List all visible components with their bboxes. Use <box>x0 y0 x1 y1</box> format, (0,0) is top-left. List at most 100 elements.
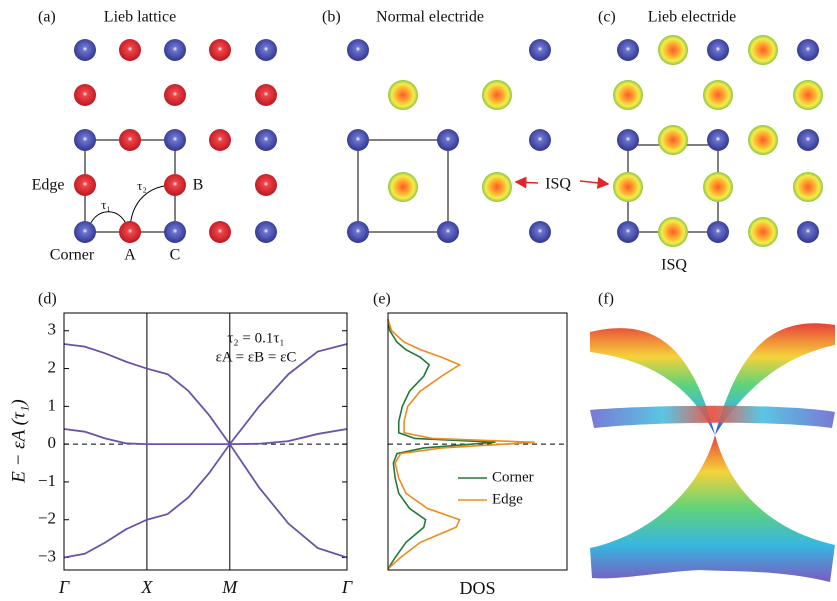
panel-title: Lieb lattice <box>104 9 176 26</box>
panel-title: Lieb electride <box>648 9 736 26</box>
corner-atom <box>529 221 551 243</box>
panel-title: Normal electride <box>376 9 484 26</box>
corner-atom <box>707 129 729 151</box>
band-line <box>64 429 347 444</box>
arrow <box>580 181 608 184</box>
edge-atom <box>164 84 186 106</box>
panel-b: (b) Normal electride ISQ <box>322 9 608 243</box>
isq-blob <box>793 172 823 202</box>
edge-atom <box>255 174 277 196</box>
annotation: εA = εB = εC <box>216 349 297 365</box>
legend-label: Corner <box>492 469 534 485</box>
panel-label: (e) <box>373 291 391 308</box>
panel-f: (f) <box>590 291 835 582</box>
corner-atom <box>617 39 639 61</box>
isq-label: ISQ <box>545 176 571 193</box>
panel-label: (a) <box>38 9 56 26</box>
isq-blob <box>388 172 418 202</box>
corner-atom <box>707 39 729 61</box>
unit-cell <box>85 140 175 232</box>
x-axis-label: DOS <box>459 578 495 598</box>
panel-label: (f) <box>598 291 614 308</box>
isq-blob <box>658 35 688 65</box>
edge-atom <box>119 221 141 243</box>
isq-blob <box>613 172 643 202</box>
corner-atom <box>797 39 819 61</box>
band-line <box>64 344 347 444</box>
site-label: B <box>193 177 204 194</box>
legend-label: Edge <box>492 491 523 507</box>
isq-label: ISQ <box>661 257 687 274</box>
isq-blob <box>388 80 418 110</box>
corner-atom <box>255 39 277 61</box>
corner-atom <box>347 221 369 243</box>
plot-frame <box>64 313 347 570</box>
corner-atom <box>347 129 369 151</box>
y-tick-label: −2 <box>38 509 56 528</box>
isq-blob <box>748 35 778 65</box>
isq-blob <box>658 217 688 247</box>
corner-atom <box>164 39 186 61</box>
corner-atom <box>707 221 729 243</box>
panel-e: (e) DOS Corner Edge <box>373 291 567 598</box>
isq-blob <box>703 172 733 202</box>
x-tick-label: X <box>140 577 153 597</box>
edge-atom <box>74 84 96 106</box>
x-tick-label: M <box>221 577 238 597</box>
site-label: A <box>124 247 136 264</box>
site-label: Edge <box>32 177 65 194</box>
corner-atom <box>255 221 277 243</box>
x-tick-label: Γ <box>58 577 70 597</box>
band-line <box>64 444 347 557</box>
y-tick-label: 2 <box>48 357 57 376</box>
isq-blob <box>613 80 643 110</box>
site-label: Corner <box>50 247 95 264</box>
corner-atom <box>164 129 186 151</box>
corner-atom <box>437 129 459 151</box>
corner-atom <box>74 39 96 61</box>
edge-atom <box>209 129 231 151</box>
edge-atom <box>164 174 186 196</box>
isq-blob <box>703 80 733 110</box>
panel-label: (b) <box>322 9 341 26</box>
panel-label: (d) <box>38 291 57 308</box>
corner-atom <box>74 129 96 151</box>
corner-atom <box>797 129 819 151</box>
site-label: C <box>170 247 181 264</box>
y-tick-label: 1 <box>48 395 57 414</box>
edge-atom <box>119 129 141 151</box>
corner-atom <box>347 39 369 61</box>
isq-blob <box>658 125 688 155</box>
corner-atom <box>617 221 639 243</box>
x-tick-label: Γ <box>341 577 353 597</box>
isq-blob <box>793 80 823 110</box>
y-tick-label: −3 <box>38 546 56 565</box>
edge-atom <box>255 84 277 106</box>
isq-blob <box>482 80 512 110</box>
isq-blob <box>482 172 512 202</box>
panel-a: (a) Lieb lattice Edge τ₁ τ₂ B Corner A C <box>32 9 277 264</box>
figure: (a) Lieb lattice Edge τ₁ τ₂ B Corner A C… <box>0 0 837 601</box>
corner-atom <box>255 129 277 151</box>
edge-atom <box>209 221 231 243</box>
panel-c: (c) Lieb electride ISQ <box>598 9 823 274</box>
hop-label: τ₁ <box>101 197 111 212</box>
arrow <box>516 182 538 183</box>
corner-atom <box>797 221 819 243</box>
lower-band-surface <box>590 435 835 582</box>
panel-label: (c) <box>598 9 616 26</box>
corner-atom <box>437 221 459 243</box>
corner-atom <box>74 221 96 243</box>
edge-atom <box>119 39 141 61</box>
y-tick-label: 3 <box>48 320 57 339</box>
corner-atom <box>617 129 639 151</box>
isq-blob <box>748 125 778 155</box>
annotation: τ₂ = 0.1τ₁ <box>227 330 284 346</box>
y-axis-label: E − εA (τ₁) <box>8 399 29 484</box>
y-tick-label: 0 <box>48 433 57 452</box>
edge-atom <box>74 174 96 196</box>
edge-atom <box>209 39 231 61</box>
corner-atom <box>529 39 551 61</box>
corner-atom <box>529 129 551 151</box>
